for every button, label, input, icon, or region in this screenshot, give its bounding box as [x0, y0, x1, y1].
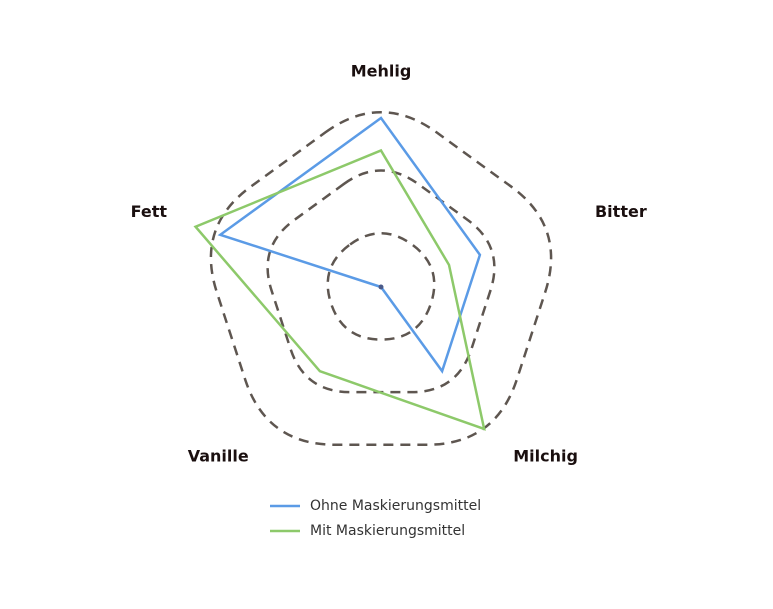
grid-ring [326, 232, 436, 341]
category-label: Mehlig [351, 62, 412, 81]
legend-label: Mit Maskierungsmittel [310, 523, 465, 539]
grid-ring [209, 110, 553, 447]
category-label: Milchig [513, 447, 578, 466]
category-label: Fett [131, 202, 168, 221]
series-line [217, 116, 482, 374]
grid-ring [266, 169, 496, 394]
category-label: Bitter [595, 202, 647, 221]
series-line [193, 148, 486, 431]
category-label: Vanille [188, 447, 249, 466]
legend-label: Ohne Maskierungsmittel [310, 498, 481, 514]
center-dot [378, 284, 384, 290]
